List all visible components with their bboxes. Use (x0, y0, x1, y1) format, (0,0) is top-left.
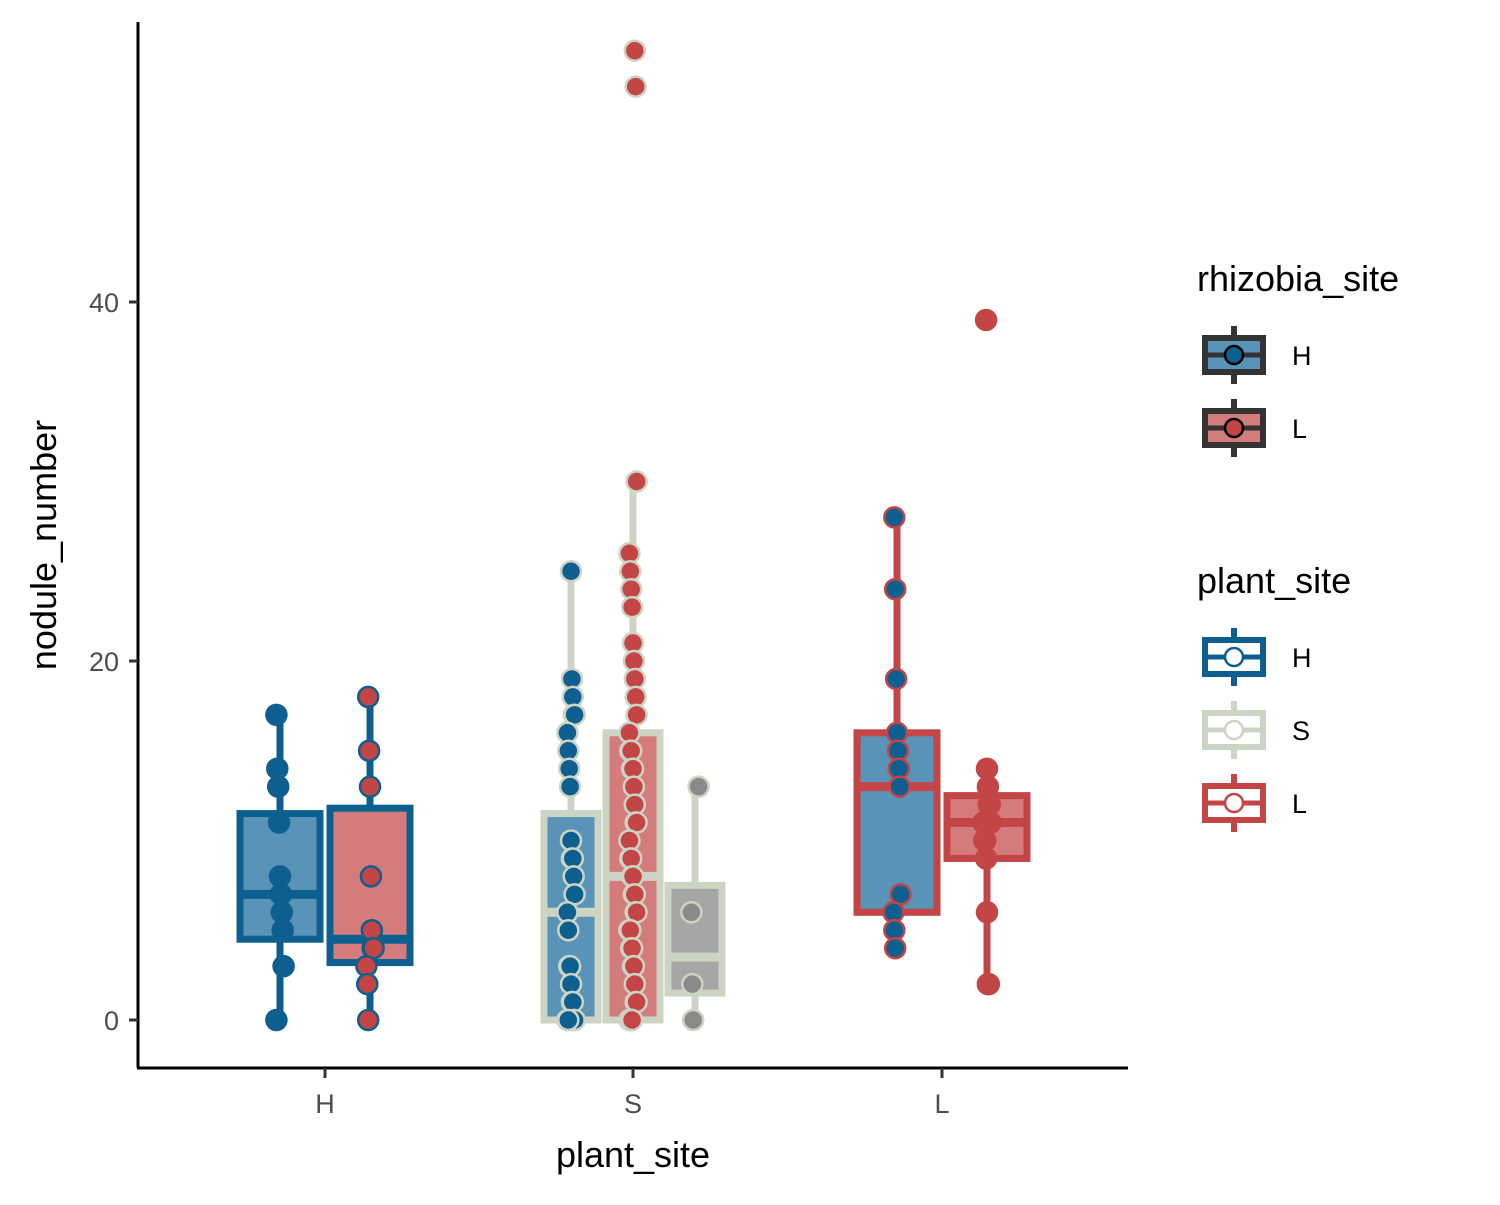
legend-title-rhizobia-site: rhizobia_site (1197, 258, 1399, 299)
data-point (681, 972, 704, 996)
legend-label-plant-S: S (1292, 716, 1310, 746)
x-tick-label: L (934, 1089, 949, 1119)
data-point (265, 703, 288, 727)
box-L-H (853, 506, 941, 960)
data-point (884, 667, 908, 691)
legend-key-rhizobia-H (1202, 326, 1266, 384)
data-point (977, 972, 1001, 996)
legend-key-point (1223, 792, 1245, 814)
box-H-H (236, 703, 324, 1032)
data-point (358, 775, 382, 798)
data-point (272, 954, 295, 978)
data-point (558, 775, 582, 798)
x-axis-title: plant_site (556, 1134, 710, 1175)
legend-title-plant-site: plant_site (1197, 560, 1351, 601)
data-point (681, 1008, 705, 1032)
data-point (557, 919, 580, 942)
data-point (888, 775, 911, 798)
legend-label-rhizobia-L: L (1292, 414, 1307, 444)
data-point (620, 595, 644, 619)
y-tick-label: 20 (89, 647, 119, 677)
data-point (623, 39, 647, 62)
data-point (687, 775, 710, 798)
y-tick-label: 40 (89, 288, 119, 318)
legend-key-rhizobia-L (1202, 399, 1266, 457)
legend-key-point (1223, 719, 1245, 741)
legend-label-rhizobia-H: H (1292, 341, 1312, 371)
box-L-L (943, 308, 1031, 996)
box-H-L (326, 685, 414, 1032)
data-point (271, 919, 294, 942)
legend-key-plant-S (1202, 701, 1266, 759)
chart-marks (236, 39, 1031, 1032)
box-S-H (540, 560, 602, 1032)
legend-key-point (1223, 646, 1245, 668)
box-S-S (664, 775, 726, 1032)
data-point (356, 685, 380, 709)
legend-label-plant-H: H (1292, 643, 1312, 673)
data-point (265, 1008, 288, 1032)
legend-key-plant-L (1202, 774, 1266, 832)
data-point (883, 577, 907, 601)
data-point (975, 901, 999, 924)
x-tick-label: H (315, 1089, 335, 1119)
y-tick-label: 0 (104, 1006, 119, 1036)
data-point (266, 775, 290, 798)
box-S-L (602, 39, 664, 1032)
data-point (883, 506, 906, 529)
data-point (624, 75, 647, 98)
legend-label-plant-L: L (1292, 789, 1307, 819)
data-point (356, 1008, 380, 1032)
data-point (359, 865, 383, 888)
data-point (883, 936, 907, 960)
data-point (559, 560, 583, 583)
data-point (267, 811, 291, 834)
data-point (356, 972, 379, 996)
data-point (625, 470, 648, 493)
y-ticks: 0 20 40 (89, 288, 138, 1036)
data-point (620, 1008, 644, 1032)
legend-key-plant-H (1202, 628, 1266, 686)
data-point (974, 308, 998, 332)
x-tick-label: S (624, 1089, 642, 1119)
data-point (557, 1008, 580, 1032)
legend-key-point (1223, 417, 1245, 439)
data-point (974, 847, 998, 870)
data-point (357, 739, 381, 762)
y-axis-title: nodule_number (23, 420, 64, 670)
legend-key-point (1223, 344, 1245, 366)
data-point (680, 901, 703, 924)
